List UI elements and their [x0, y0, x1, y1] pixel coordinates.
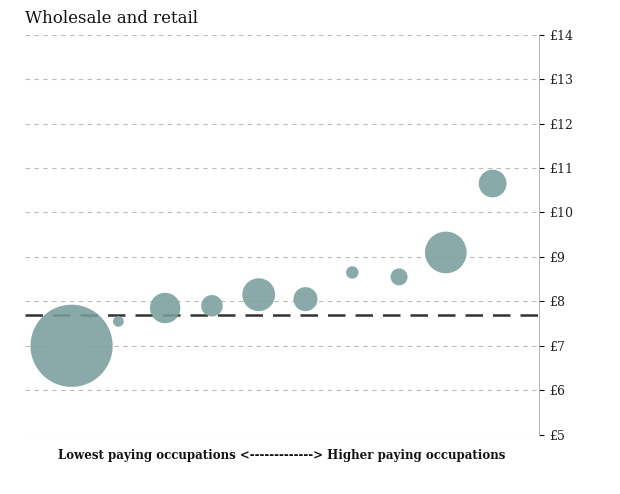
Point — [207, 302, 217, 310]
X-axis label: Lowest paying occupations <-------------> Higher paying occupations: Lowest paying occupations <-------------… — [58, 449, 506, 461]
Point — [301, 295, 311, 303]
Point — [66, 342, 76, 350]
Point — [347, 269, 357, 277]
Point — [394, 273, 404, 281]
Point — [113, 318, 123, 326]
Point — [441, 248, 451, 256]
Point — [160, 304, 170, 312]
Point — [488, 180, 498, 188]
Text: Wholesale and retail: Wholesale and retail — [25, 10, 198, 28]
Point — [254, 290, 264, 298]
